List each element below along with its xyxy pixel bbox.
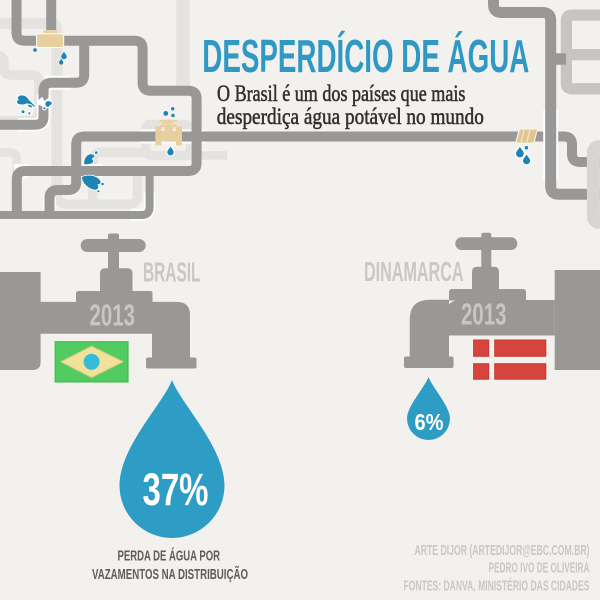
svg-text:FONTES: DANVA, MINISTÉRIO DAS: FONTES: DANVA, MINISTÉRIO DAS CIDADES (404, 578, 590, 595)
svg-text:6%: 6% (415, 409, 444, 435)
svg-text:2013: 2013 (90, 299, 136, 333)
svg-text:VAZAMENTOS NA DISTRIBUIÇÃO: VAZAMENTOS NA DISTRIBUIÇÃO (92, 565, 248, 583)
svg-text:DESPERDÍCIO DE ÁGUA: DESPERDÍCIO DE ÁGUA (202, 30, 529, 82)
svg-text:37%: 37% (143, 464, 209, 515)
svg-text:ARTE DIJOR (ARTEDIJOR@EBC.COM.: ARTE DIJOR (ARTEDIJOR@EBC.COM.BR) (415, 543, 590, 559)
svg-text:PERDA DE ÁGUA POR: PERDA DE ÁGUA POR (118, 548, 221, 565)
svg-text:DINAMARCA: DINAMARCA (364, 256, 464, 287)
svg-text:BRASIL: BRASIL (143, 257, 201, 288)
svg-text:PEDRO IVO DE OLIVEIRA: PEDRO IVO DE OLIVEIRA (489, 561, 590, 577)
svg-text:desperdiça água potável no mun: desperdiça água potável no mundo (217, 104, 484, 130)
svg-text:2013: 2013 (461, 298, 507, 332)
svg-text:O Brasil é um dos países que m: O Brasil é um dos países que mais (217, 81, 465, 107)
